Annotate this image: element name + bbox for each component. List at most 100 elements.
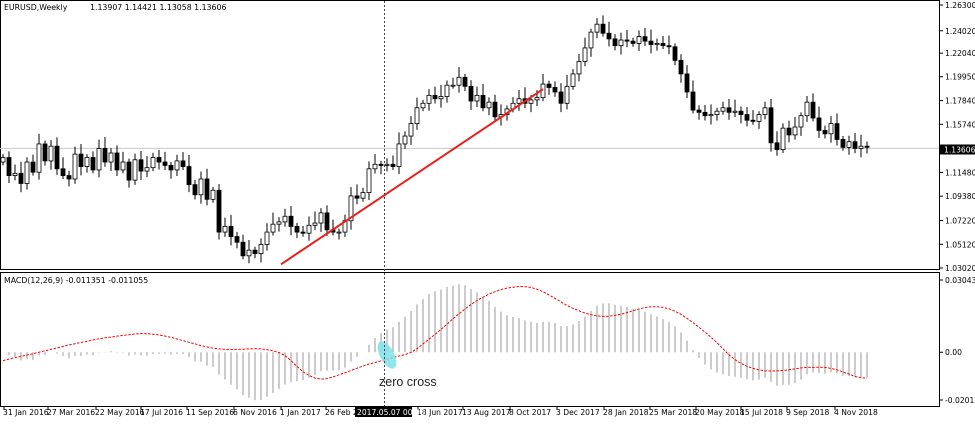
candle-body <box>336 231 342 234</box>
candle-body <box>468 85 474 102</box>
candle-body <box>42 143 48 162</box>
time-tick-label: 26 Feb 2017 <box>325 408 372 417</box>
price-panel <box>0 0 940 270</box>
candle-body <box>744 114 750 121</box>
price-tick-label: 1.07220 <box>945 217 975 226</box>
time-tick-label: 15 Jul 2018 <box>740 408 783 417</box>
candle-body <box>168 165 174 171</box>
candle-body <box>372 163 378 170</box>
price-tick-label: 1.17840 <box>945 97 975 106</box>
candle-body <box>816 117 822 131</box>
candle-body <box>810 101 816 119</box>
time-tick-label: 31 Jan 2016 <box>3 408 49 417</box>
candle-body <box>852 141 858 149</box>
candle-body <box>600 23 606 34</box>
candle-body <box>612 38 618 47</box>
candle-body <box>528 99 534 104</box>
time-tick-label: 25 Mar 2018 <box>649 408 697 417</box>
candle-body <box>804 101 810 117</box>
candle-body <box>348 195 354 222</box>
candle-body <box>762 107 768 115</box>
candle-body <box>828 123 834 135</box>
price-tick-label: 1.15740 <box>945 120 975 129</box>
candle-body <box>780 127 786 151</box>
candle-body <box>126 161 132 181</box>
candle-body <box>564 85 570 104</box>
price-tick-label: 1.24020 <box>945 27 975 36</box>
candle-body <box>456 76 462 86</box>
current-price-tag <box>940 144 975 155</box>
candle-body <box>582 47 588 62</box>
candle-body <box>474 94 480 102</box>
time-tick-label: 4 Nov 2018 <box>834 408 878 417</box>
candle-body <box>24 161 30 184</box>
candle-body <box>48 145 54 162</box>
candle-body <box>18 172 24 184</box>
time-tick-label: 27 Mar 2016 <box>47 408 95 417</box>
candle-body <box>60 168 66 176</box>
candle-body <box>420 102 426 109</box>
candle-body <box>54 145 60 170</box>
candle-body <box>144 167 150 172</box>
candle-body <box>312 222 318 226</box>
price-tick-label: 1.09380 <box>945 192 975 201</box>
crosshair-time-text: 2017.05.07 00:00 <box>357 408 425 417</box>
macd-tick-label: -0.020115 <box>945 396 975 405</box>
macd-panel <box>0 272 940 407</box>
candle-body <box>822 129 828 135</box>
candle-body <box>840 139 846 148</box>
candle-body <box>12 172 18 176</box>
candle-body <box>210 189 216 200</box>
ohlc-values: 1.13907 1.14421 1.13058 1.13606 <box>90 3 226 12</box>
candle-body <box>120 161 126 171</box>
candle-body <box>738 110 744 115</box>
candle-body <box>492 101 498 118</box>
candle-body <box>186 166 192 186</box>
candle-body <box>462 76 468 87</box>
candle-body <box>516 98 522 104</box>
candle-body <box>84 157 90 167</box>
candle-body <box>102 148 108 163</box>
macd-tick-label: 0.00 <box>945 348 962 357</box>
candle-body <box>252 249 258 254</box>
candle-body <box>174 160 180 171</box>
candle-body <box>660 43 666 47</box>
price-tick-label: 1.03020 <box>945 264 975 273</box>
candle-body <box>732 110 738 113</box>
candle-body <box>162 161 168 166</box>
candle-body <box>108 152 114 163</box>
macd-axis: 0.030431 0.00 -0.020115 <box>939 276 975 405</box>
time-tick-label: 17 Jul 2016 <box>140 408 183 417</box>
zero-cross-label: zero cross <box>379 375 437 389</box>
trendline[interactable] <box>280 88 544 266</box>
candle-body <box>156 157 162 163</box>
candle-body <box>798 115 804 128</box>
candle-body <box>690 91 696 111</box>
candle-body <box>552 87 558 93</box>
candle-body <box>6 157 12 176</box>
candle-body <box>324 212 330 231</box>
candle-body <box>666 45 672 48</box>
candle-body <box>768 107 774 144</box>
candle-body <box>432 94 438 100</box>
candle-body <box>450 84 456 87</box>
candle-body <box>78 153 84 167</box>
candle-body <box>774 142 780 151</box>
candle-body <box>642 36 648 42</box>
candle-body <box>294 226 300 233</box>
candle-body <box>426 94 432 104</box>
price-tick-label: 1.05120 <box>945 240 975 249</box>
candle-body <box>276 221 282 225</box>
candle-body <box>720 107 726 112</box>
candle-body <box>588 31 594 49</box>
candle-body <box>858 145 864 149</box>
candle-body <box>228 226 234 237</box>
candle-body <box>180 160 186 167</box>
zero-cross-marker <box>377 341 397 369</box>
candle-body <box>300 231 306 234</box>
candle-body <box>204 178 210 200</box>
candle-body <box>132 159 138 181</box>
candle-body <box>216 189 222 233</box>
candle-body <box>354 195 360 199</box>
candle-body <box>654 43 660 45</box>
